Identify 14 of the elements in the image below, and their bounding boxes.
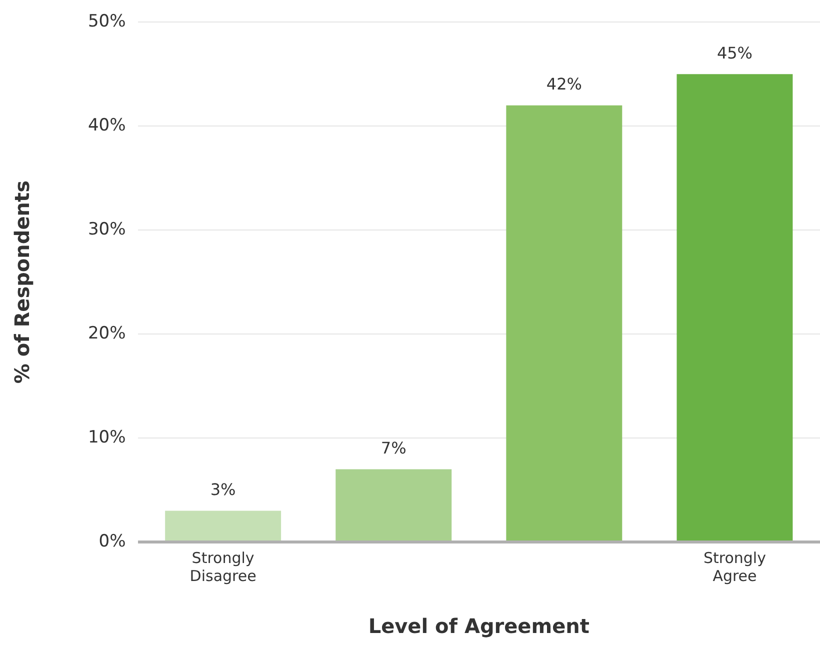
y-tick-label: 50%: [88, 12, 126, 32]
y-tick-label: 0%: [98, 531, 126, 552]
y-tick-label: 20%: [88, 324, 126, 344]
data-label: 42%: [546, 74, 582, 94]
y-tick-label: 40%: [88, 116, 126, 136]
x-tick-label: Strongly Disagree: [190, 548, 256, 585]
data-label: 45%: [716, 43, 753, 62]
y-tick-label: 30%: [88, 220, 126, 240]
x-tick-label: Strongly Agree: [703, 548, 766, 585]
x-axis-title: Level of Agreement: [368, 614, 590, 638]
y-tick-label: 10%: [88, 427, 126, 448]
y-axis-title: % of Respondents: [10, 180, 34, 384]
data-label: 7%: [380, 438, 406, 458]
data-label: 3%: [210, 480, 236, 499]
